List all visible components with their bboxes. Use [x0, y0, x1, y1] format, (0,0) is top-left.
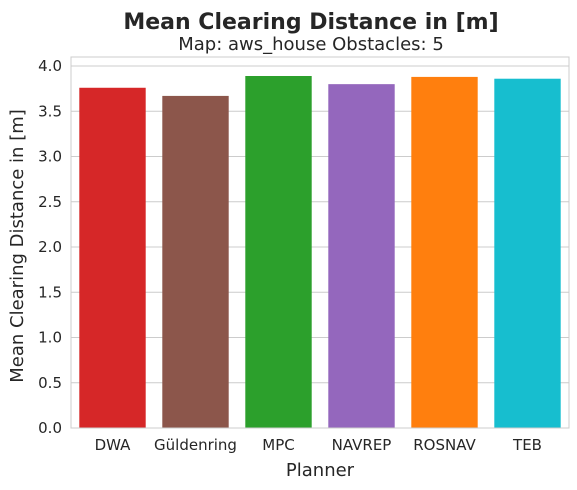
- plot-frame: [70, 56, 570, 429]
- y-tick-label: 1.0: [38, 329, 62, 347]
- y-axis-label: Mean Clearing Distance in [m]: [7, 109, 28, 383]
- y-tick-label: 4.0: [38, 57, 62, 75]
- bar-navrep: [328, 84, 395, 429]
- gridlines: [71, 65, 569, 429]
- x-tick-label: DWA: [95, 436, 132, 454]
- bar-mpc: [245, 76, 312, 428]
- y-tick-label: 2.0: [38, 238, 62, 256]
- bar-g-ldenring: [162, 95, 229, 428]
- y-tick-label: 1.5: [38, 283, 62, 301]
- y-tick-labels: 0.0 0.5 1.0 1.5 2.0 2.5 3.0 3.5 4.0: [38, 57, 62, 437]
- y-tick-label: 3.0: [38, 148, 62, 166]
- chart-subtitle: Map: aws_house Obstacles: 5: [178, 34, 444, 55]
- x-tick-labels: DWA Güldenring MPC NAVREP ROSNAV TEB: [95, 436, 542, 454]
- x-tick-label: ROSNAV: [413, 436, 476, 454]
- x-tick-label: MPC: [262, 436, 294, 454]
- chart-title: Mean Clearing Distance in [m]: [123, 10, 498, 35]
- x-tick-label: NAVREP: [332, 436, 392, 454]
- bar-dwa: [79, 87, 146, 428]
- y-tick-label: 3.5: [38, 102, 62, 120]
- bar-teb: [494, 78, 561, 428]
- bars: [79, 76, 561, 429]
- x-tick-label: Güldenring: [154, 436, 237, 454]
- x-tick-label: TEB: [512, 436, 542, 454]
- y-tick-label: 0.0: [38, 419, 62, 437]
- bar-rosnav: [411, 76, 478, 428]
- y-tick-label: 0.5: [38, 374, 62, 392]
- x-axis-label: Planner: [286, 460, 355, 481]
- y-tick-label: 2.5: [38, 193, 62, 211]
